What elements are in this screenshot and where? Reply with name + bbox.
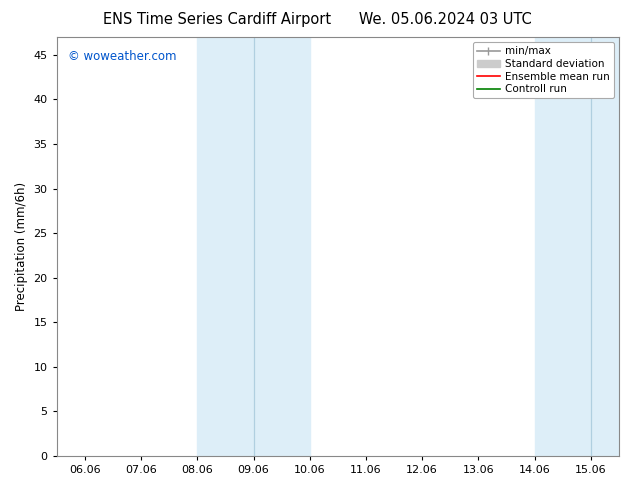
Bar	[534, 37, 619, 456]
Text: ENS Time Series Cardiff Airport      We. 05.06.2024 03 UTC: ENS Time Series Cardiff Airport We. 05.0…	[103, 12, 531, 27]
Legend: min/max, Standard deviation, Ensemble mean run, Controll run: min/max, Standard deviation, Ensemble me…	[472, 42, 614, 98]
Y-axis label: Precipitation (mm/6h): Precipitation (mm/6h)	[15, 182, 28, 311]
Text: © woweather.com: © woweather.com	[68, 49, 176, 63]
Bar	[197, 37, 310, 456]
